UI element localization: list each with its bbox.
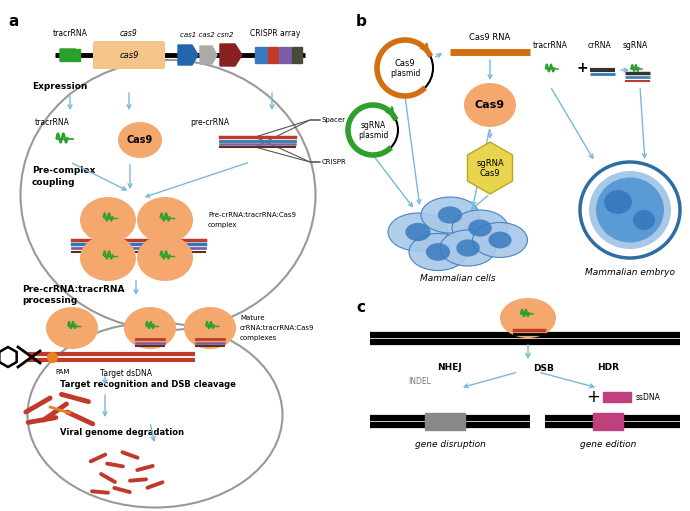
Text: INDEL: INDEL xyxy=(408,378,431,386)
Ellipse shape xyxy=(589,171,671,249)
Ellipse shape xyxy=(440,230,496,266)
Ellipse shape xyxy=(46,307,98,349)
Text: Cas9: Cas9 xyxy=(395,59,415,68)
Bar xyxy=(593,413,623,430)
Text: cas9: cas9 xyxy=(120,29,138,38)
Text: complexes: complexes xyxy=(240,335,277,341)
Bar xyxy=(255,47,267,63)
Text: plasmid: plasmid xyxy=(358,131,388,141)
Text: pre-crRNA: pre-crRNA xyxy=(190,118,229,127)
Text: Pre-crRNA:tracrRNA: Pre-crRNA:tracrRNA xyxy=(22,285,124,294)
Text: sgRNA: sgRNA xyxy=(360,122,386,130)
Bar xyxy=(268,47,278,63)
Ellipse shape xyxy=(118,122,162,158)
Text: ssDNA: ssDNA xyxy=(636,392,661,402)
Text: coupling: coupling xyxy=(32,178,75,187)
Text: crRNA:tracrRNA:Cas9: crRNA:tracrRNA:Cas9 xyxy=(240,325,315,331)
Ellipse shape xyxy=(406,223,431,241)
Text: Viral genome degradation: Viral genome degradation xyxy=(60,428,184,437)
Ellipse shape xyxy=(388,213,448,251)
Text: b: b xyxy=(356,14,367,29)
Bar xyxy=(425,413,465,430)
Ellipse shape xyxy=(80,235,136,281)
Bar xyxy=(292,47,302,63)
Bar xyxy=(279,47,291,63)
Text: sgRNA: sgRNA xyxy=(622,41,648,50)
Text: CRISPR array: CRISPR array xyxy=(250,29,300,38)
Bar xyxy=(60,49,80,61)
Ellipse shape xyxy=(633,210,655,230)
Text: Expression: Expression xyxy=(32,82,88,91)
Text: NHEJ: NHEJ xyxy=(437,363,462,373)
Ellipse shape xyxy=(137,235,193,281)
Ellipse shape xyxy=(473,222,527,258)
Text: Cas9: Cas9 xyxy=(127,135,153,145)
Text: Spacer: Spacer xyxy=(322,117,346,123)
Text: sgRNA: sgRNA xyxy=(476,158,504,168)
Bar xyxy=(603,392,631,402)
Ellipse shape xyxy=(464,83,516,127)
Text: CRISPR: CRISPR xyxy=(322,159,347,165)
Ellipse shape xyxy=(469,219,492,237)
Ellipse shape xyxy=(438,206,462,224)
Ellipse shape xyxy=(456,239,480,257)
Text: gene disruption: gene disruption xyxy=(415,440,486,449)
FancyBboxPatch shape xyxy=(93,41,165,69)
Text: Cas9: Cas9 xyxy=(475,100,505,110)
Ellipse shape xyxy=(596,177,664,243)
Polygon shape xyxy=(178,45,198,65)
Text: DSB: DSB xyxy=(533,364,554,373)
Polygon shape xyxy=(220,44,242,66)
Text: +: + xyxy=(576,61,588,75)
Ellipse shape xyxy=(421,197,479,233)
Ellipse shape xyxy=(184,307,236,349)
Text: processing: processing xyxy=(22,296,77,305)
Text: complex: complex xyxy=(208,222,237,228)
Text: Target dsDNA: Target dsDNA xyxy=(100,369,152,378)
Polygon shape xyxy=(200,46,217,64)
Ellipse shape xyxy=(137,197,193,243)
Ellipse shape xyxy=(500,298,556,338)
Text: c: c xyxy=(356,300,365,315)
Ellipse shape xyxy=(604,190,632,214)
Text: a: a xyxy=(8,14,19,29)
Text: PAM: PAM xyxy=(55,369,70,375)
Text: Pre-crRNA:tracrRNA:Cas9: Pre-crRNA:tracrRNA:Cas9 xyxy=(208,212,296,218)
Text: Cas9 RNA: Cas9 RNA xyxy=(469,33,511,42)
Ellipse shape xyxy=(409,234,467,270)
Ellipse shape xyxy=(585,167,675,253)
Ellipse shape xyxy=(124,307,176,349)
Ellipse shape xyxy=(489,231,511,248)
Text: crRNA: crRNA xyxy=(588,41,612,50)
Text: Mammalian embryo: Mammalian embryo xyxy=(585,268,675,277)
Text: tracrRNA: tracrRNA xyxy=(52,29,88,38)
Ellipse shape xyxy=(426,243,450,261)
Ellipse shape xyxy=(452,210,508,246)
Text: HDR: HDR xyxy=(597,363,619,373)
Text: +: + xyxy=(586,388,600,406)
Ellipse shape xyxy=(580,162,680,258)
Text: cas9: cas9 xyxy=(119,52,139,60)
Text: tracrRNA: tracrRNA xyxy=(35,118,70,127)
Polygon shape xyxy=(60,49,80,61)
Ellipse shape xyxy=(80,197,136,243)
Text: Pre-complex: Pre-complex xyxy=(32,166,95,175)
Text: cas1 cas2 csn2: cas1 cas2 csn2 xyxy=(180,32,234,38)
Text: plasmid: plasmid xyxy=(390,69,420,79)
Text: gene edition: gene edition xyxy=(580,440,636,449)
Text: Mature: Mature xyxy=(240,315,264,321)
Text: Mammalian cells: Mammalian cells xyxy=(420,274,496,283)
Polygon shape xyxy=(468,142,513,194)
Text: Target recognition and DSB cleavage: Target recognition and DSB cleavage xyxy=(60,380,236,389)
Text: tracrRNA: tracrRNA xyxy=(533,41,567,50)
Text: Cas9: Cas9 xyxy=(480,170,500,178)
